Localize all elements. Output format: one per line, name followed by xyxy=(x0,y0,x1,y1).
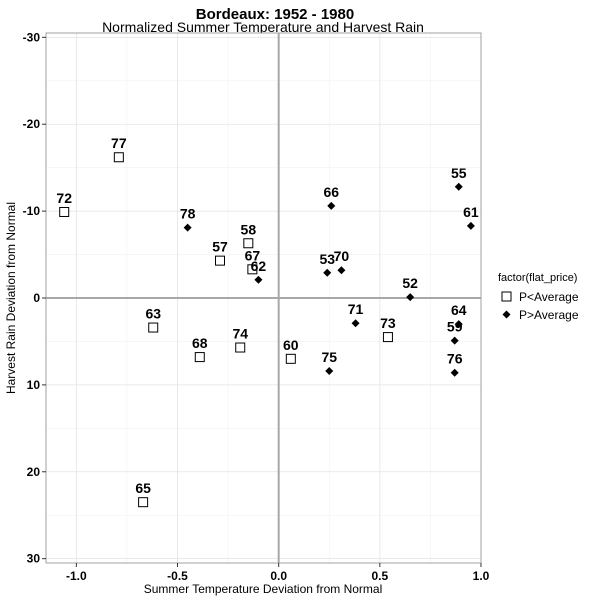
data-point-diamond xyxy=(450,368,459,377)
y-tick-label: 20 xyxy=(27,465,41,479)
data-point-square xyxy=(138,497,149,508)
data-point-diamond xyxy=(351,319,360,328)
data-point-label: 73 xyxy=(380,315,396,331)
data-point-label: 74 xyxy=(232,326,248,342)
y-tick-label: -30 xyxy=(23,30,41,44)
data-point-label: 78 xyxy=(180,206,196,222)
chart-subtitle: Normalized Summer Temperature and Harves… xyxy=(102,19,424,35)
data-point-diamond xyxy=(450,336,459,345)
data-point-diamond xyxy=(327,201,336,210)
data-point-label: 55 xyxy=(451,165,467,181)
data-point-diamond xyxy=(323,268,332,277)
data-point-label: 77 xyxy=(111,135,127,151)
data-point-label: 62 xyxy=(251,258,267,274)
data-point-diamond xyxy=(337,266,346,275)
data-point-square xyxy=(113,152,124,163)
data-point-label: 68 xyxy=(192,335,208,351)
legend-title: factor(flat_price) xyxy=(498,272,577,284)
x-tick-label: 1.0 xyxy=(473,569,490,583)
data-point-diamond xyxy=(454,182,463,191)
y-tick-label: 0 xyxy=(33,291,40,305)
data-point-label: 64 xyxy=(451,302,467,318)
data-point-label: 58 xyxy=(241,221,257,237)
chart-title: Bordeaux: 1952 - 1980 xyxy=(196,6,354,23)
data-point-label: 70 xyxy=(334,248,350,264)
x-tick-label: -1.0 xyxy=(66,569,87,583)
y-tick-label: -10 xyxy=(23,204,41,218)
data-point-label: 71 xyxy=(348,301,364,317)
data-point-square xyxy=(382,332,393,343)
data-point-square xyxy=(148,322,159,333)
data-point-diamond xyxy=(325,366,334,375)
x-axis-label: Summer Temperature Deviation from Normal xyxy=(144,582,383,596)
legend-label-p-above-average: P>Average xyxy=(519,308,579,322)
data-point-diamond xyxy=(454,320,463,329)
data-point-square xyxy=(215,255,225,266)
data-point-label: 63 xyxy=(145,306,161,322)
data-point-diamond xyxy=(466,221,475,230)
y-tick-label: 30 xyxy=(27,552,41,566)
plot-area: -1.0 -0.5 0.0 0.5 1.0 -30 -20 -10 0 10 20 30 77 72 58 5… xyxy=(23,30,490,583)
data-point-label: 65 xyxy=(135,480,151,496)
data-point-label: 60 xyxy=(283,337,299,353)
data-point-diamond xyxy=(183,223,192,232)
data-point-label: 59 xyxy=(447,319,463,335)
data-point-label: 52 xyxy=(402,275,418,291)
data-point-square xyxy=(285,353,296,364)
data-point-label: 53 xyxy=(319,251,335,267)
data-point-label: 57 xyxy=(212,239,228,255)
y-tick-label: 10 xyxy=(27,378,41,392)
legend-label-p-below-average: P<Average xyxy=(519,290,579,304)
x-tick-label: -0.5 xyxy=(167,569,188,583)
x-tick-label: 0.5 xyxy=(371,569,388,583)
data-point-label: 72 xyxy=(56,190,72,206)
data-point-diamond xyxy=(254,275,263,284)
data-point-square xyxy=(59,206,70,217)
y-tick-label: -20 xyxy=(23,117,41,131)
data-point-square xyxy=(194,352,205,363)
x-tick-label: 0.0 xyxy=(270,569,287,583)
data-point-square xyxy=(243,238,254,249)
data-point-label: 67 xyxy=(245,247,261,263)
data-point-label: 66 xyxy=(323,184,339,200)
data-point-square xyxy=(235,342,246,353)
y-axis-label: Harvest Rain Deviation from Normal xyxy=(4,202,18,394)
legend-marker-p-above-average xyxy=(502,310,511,319)
data-point-label: 76 xyxy=(447,351,463,367)
data-point-diamond xyxy=(406,293,415,302)
data-point-label: 61 xyxy=(463,204,479,220)
data-point-square xyxy=(247,264,258,275)
legend: factor(flat_price) P<Average P>Average xyxy=(498,272,579,322)
data-point-label: 75 xyxy=(321,349,337,365)
legend-marker-p-below-average xyxy=(501,291,512,302)
